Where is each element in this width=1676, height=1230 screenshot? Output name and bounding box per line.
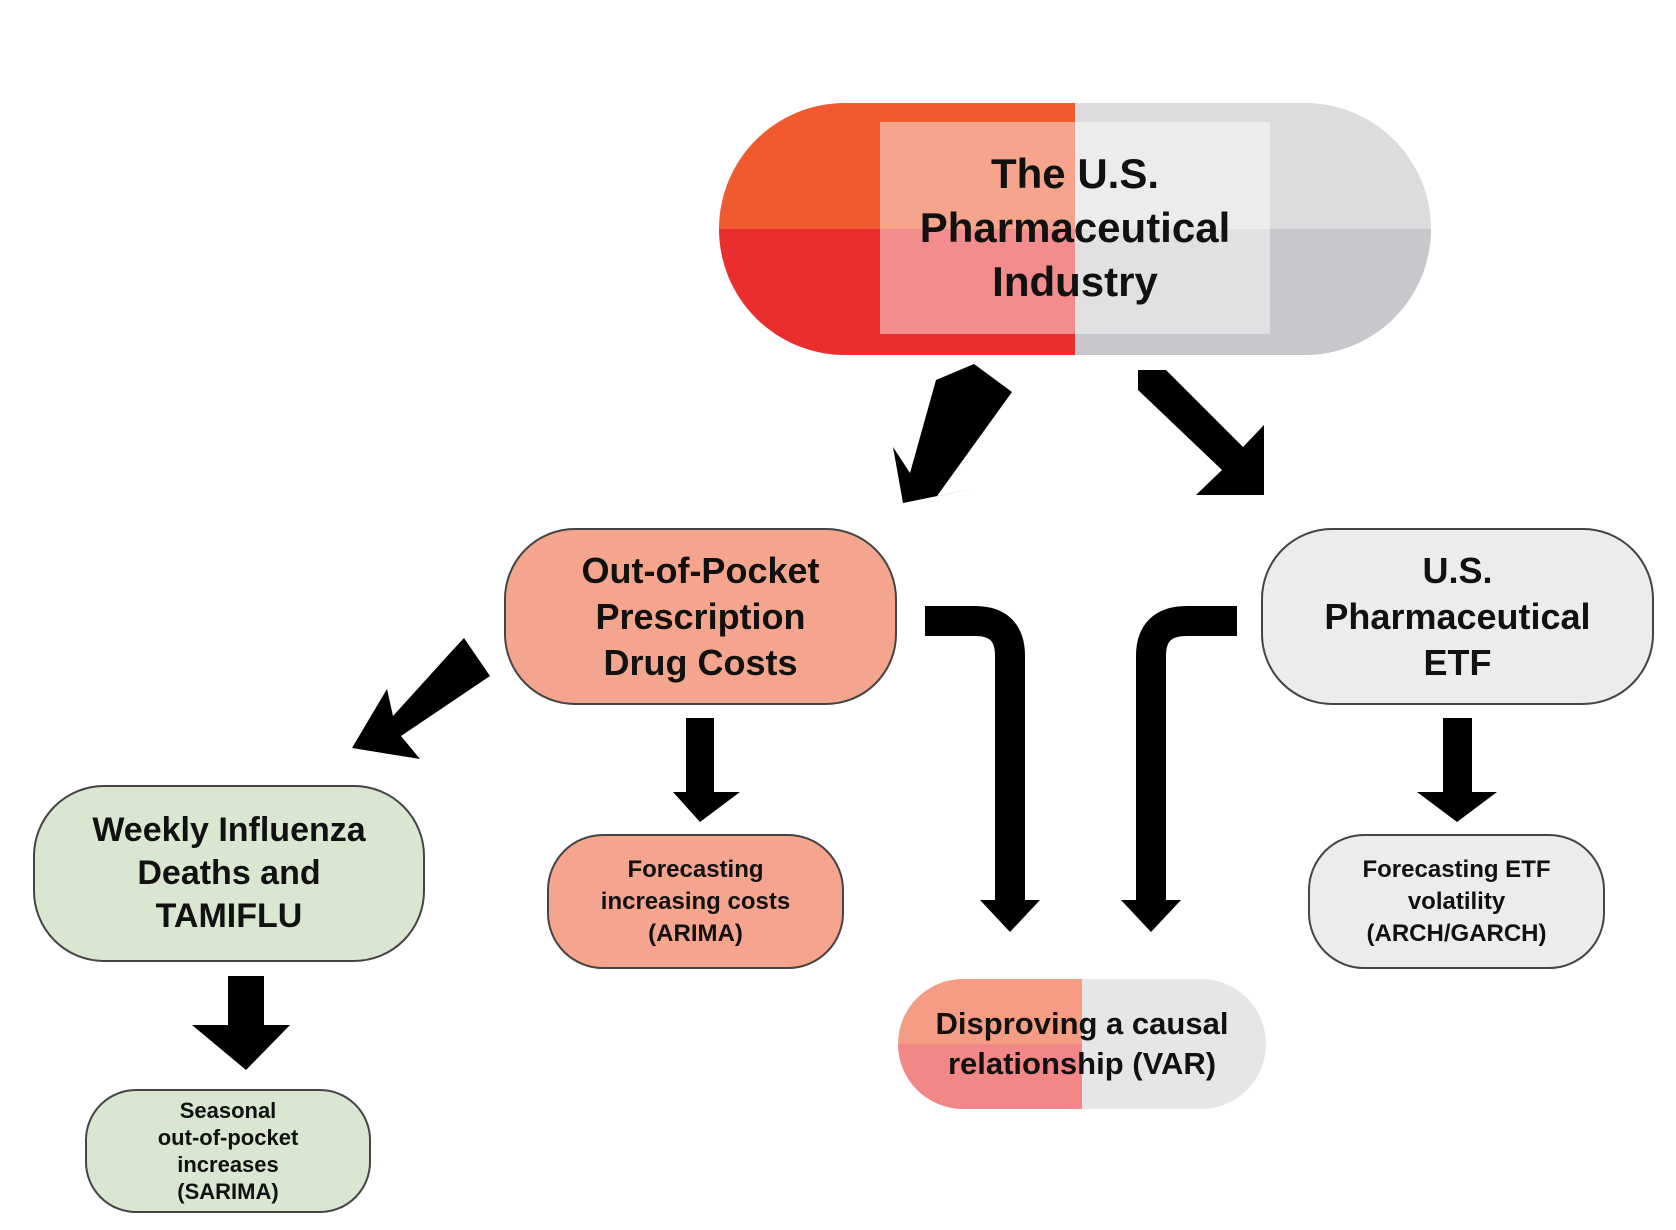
arrows	[192, 364, 1497, 1070]
industry-line-3: Industry	[992, 258, 1158, 305]
pill-light-gray-quadrant	[1075, 103, 1431, 229]
garch-line-1: Forecasting ETF	[1362, 855, 1551, 883]
var-line-1: Disproving a causal	[935, 1006, 1229, 1041]
bent-arrow-left	[925, 606, 1025, 900]
garch-line-3: (ARCH/GARCH)	[1366, 919, 1547, 947]
etf-line-2: Pharmaceutical	[1324, 595, 1591, 637]
var-gray-half	[1082, 979, 1266, 1109]
etf-line-1: U.S.	[1422, 549, 1493, 591]
etf-line-3: ETF	[1423, 641, 1492, 683]
garch-line-2: volatility	[1407, 887, 1506, 915]
arrow-to-arima	[673, 718, 740, 822]
garch-label: Forecasting ETF volatility (ARCH/GARCH)	[1309, 835, 1604, 968]
pill-red-quadrant	[719, 229, 1075, 355]
sarima-line-1: Seasonal	[179, 1098, 277, 1123]
sarima-label: Seasonal out-of-pocket increases (SARIMA…	[86, 1090, 370, 1212]
bent-arrow-right	[1136, 606, 1237, 900]
oop-line-1: Out-of-Pocket	[581, 549, 820, 591]
garch-box	[1308, 834, 1605, 969]
influenza-line-3: TAMIFLU	[155, 897, 303, 935]
sarima-line-2: out-of-pocket	[157, 1125, 299, 1150]
influenza-label: Weekly Influenza Deaths and TAMIFLU	[34, 786, 424, 961]
influenza-line-1: Weekly Influenza	[92, 811, 366, 849]
sarima-line-4: (SARIMA)	[177, 1179, 279, 1204]
bent-arrow-left-head	[980, 900, 1040, 932]
arrow-to-out-of-pocket	[893, 364, 1012, 503]
arrow-to-sarima	[192, 976, 290, 1070]
industry-title: The U.S. Pharmaceutical Industry	[880, 122, 1270, 334]
arima-label: Forecasting increasing costs (ARIMA)	[548, 835, 843, 968]
etf-label: U.S. Pharmaceutical ETF	[1262, 529, 1653, 704]
arima-line-2: increasing costs	[600, 887, 791, 915]
var-line-2: relationship (VAR)	[947, 1046, 1217, 1081]
bent-arrow-right-head	[1121, 900, 1181, 932]
arima-box	[547, 834, 844, 969]
oop-line-2: Prescription	[595, 595, 806, 637]
pill-capsule	[719, 103, 1431, 355]
var-pink-quadrant	[898, 1044, 1082, 1109]
out-of-pocket-label: Out-of-Pocket Prescription Drug Costs	[505, 529, 896, 704]
influenza-box	[33, 785, 425, 962]
etf-box	[1261, 528, 1654, 705]
out-of-pocket-box	[504, 528, 897, 705]
sarima-box	[85, 1089, 371, 1213]
oop-line-3: Drug Costs	[603, 641, 798, 683]
industry-line-2: Pharmaceutical	[919, 204, 1231, 251]
industry-line-1: The U.S.	[990, 150, 1160, 197]
pill-orange-quadrant	[719, 103, 1075, 229]
arrow-to-garch	[1417, 718, 1497, 822]
var-label: Disproving a causal relationship (VAR)	[898, 979, 1266, 1109]
bent-arrows	[925, 606, 1237, 932]
pill-gray-quadrant	[1075, 229, 1431, 355]
arima-line-3: (ARIMA)	[648, 919, 743, 947]
arima-line-1: Forecasting	[627, 855, 764, 883]
arrow-to-influenza	[352, 638, 490, 759]
var-capsule	[898, 979, 1266, 1109]
var-salmon-quadrant	[898, 979, 1082, 1044]
pill-label-overlay	[880, 122, 1270, 334]
influenza-line-2: Deaths and	[137, 854, 321, 892]
arrow-to-etf	[1138, 370, 1264, 495]
sarima-line-3: increases	[177, 1152, 279, 1177]
